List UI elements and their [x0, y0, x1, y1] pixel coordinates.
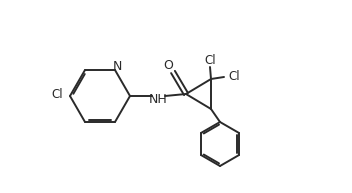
Text: NH: NH	[149, 93, 167, 107]
Text: N: N	[112, 59, 122, 73]
Text: Cl: Cl	[51, 89, 63, 102]
Text: O: O	[163, 59, 173, 73]
Text: Cl: Cl	[228, 69, 240, 82]
Text: Cl: Cl	[204, 54, 216, 68]
